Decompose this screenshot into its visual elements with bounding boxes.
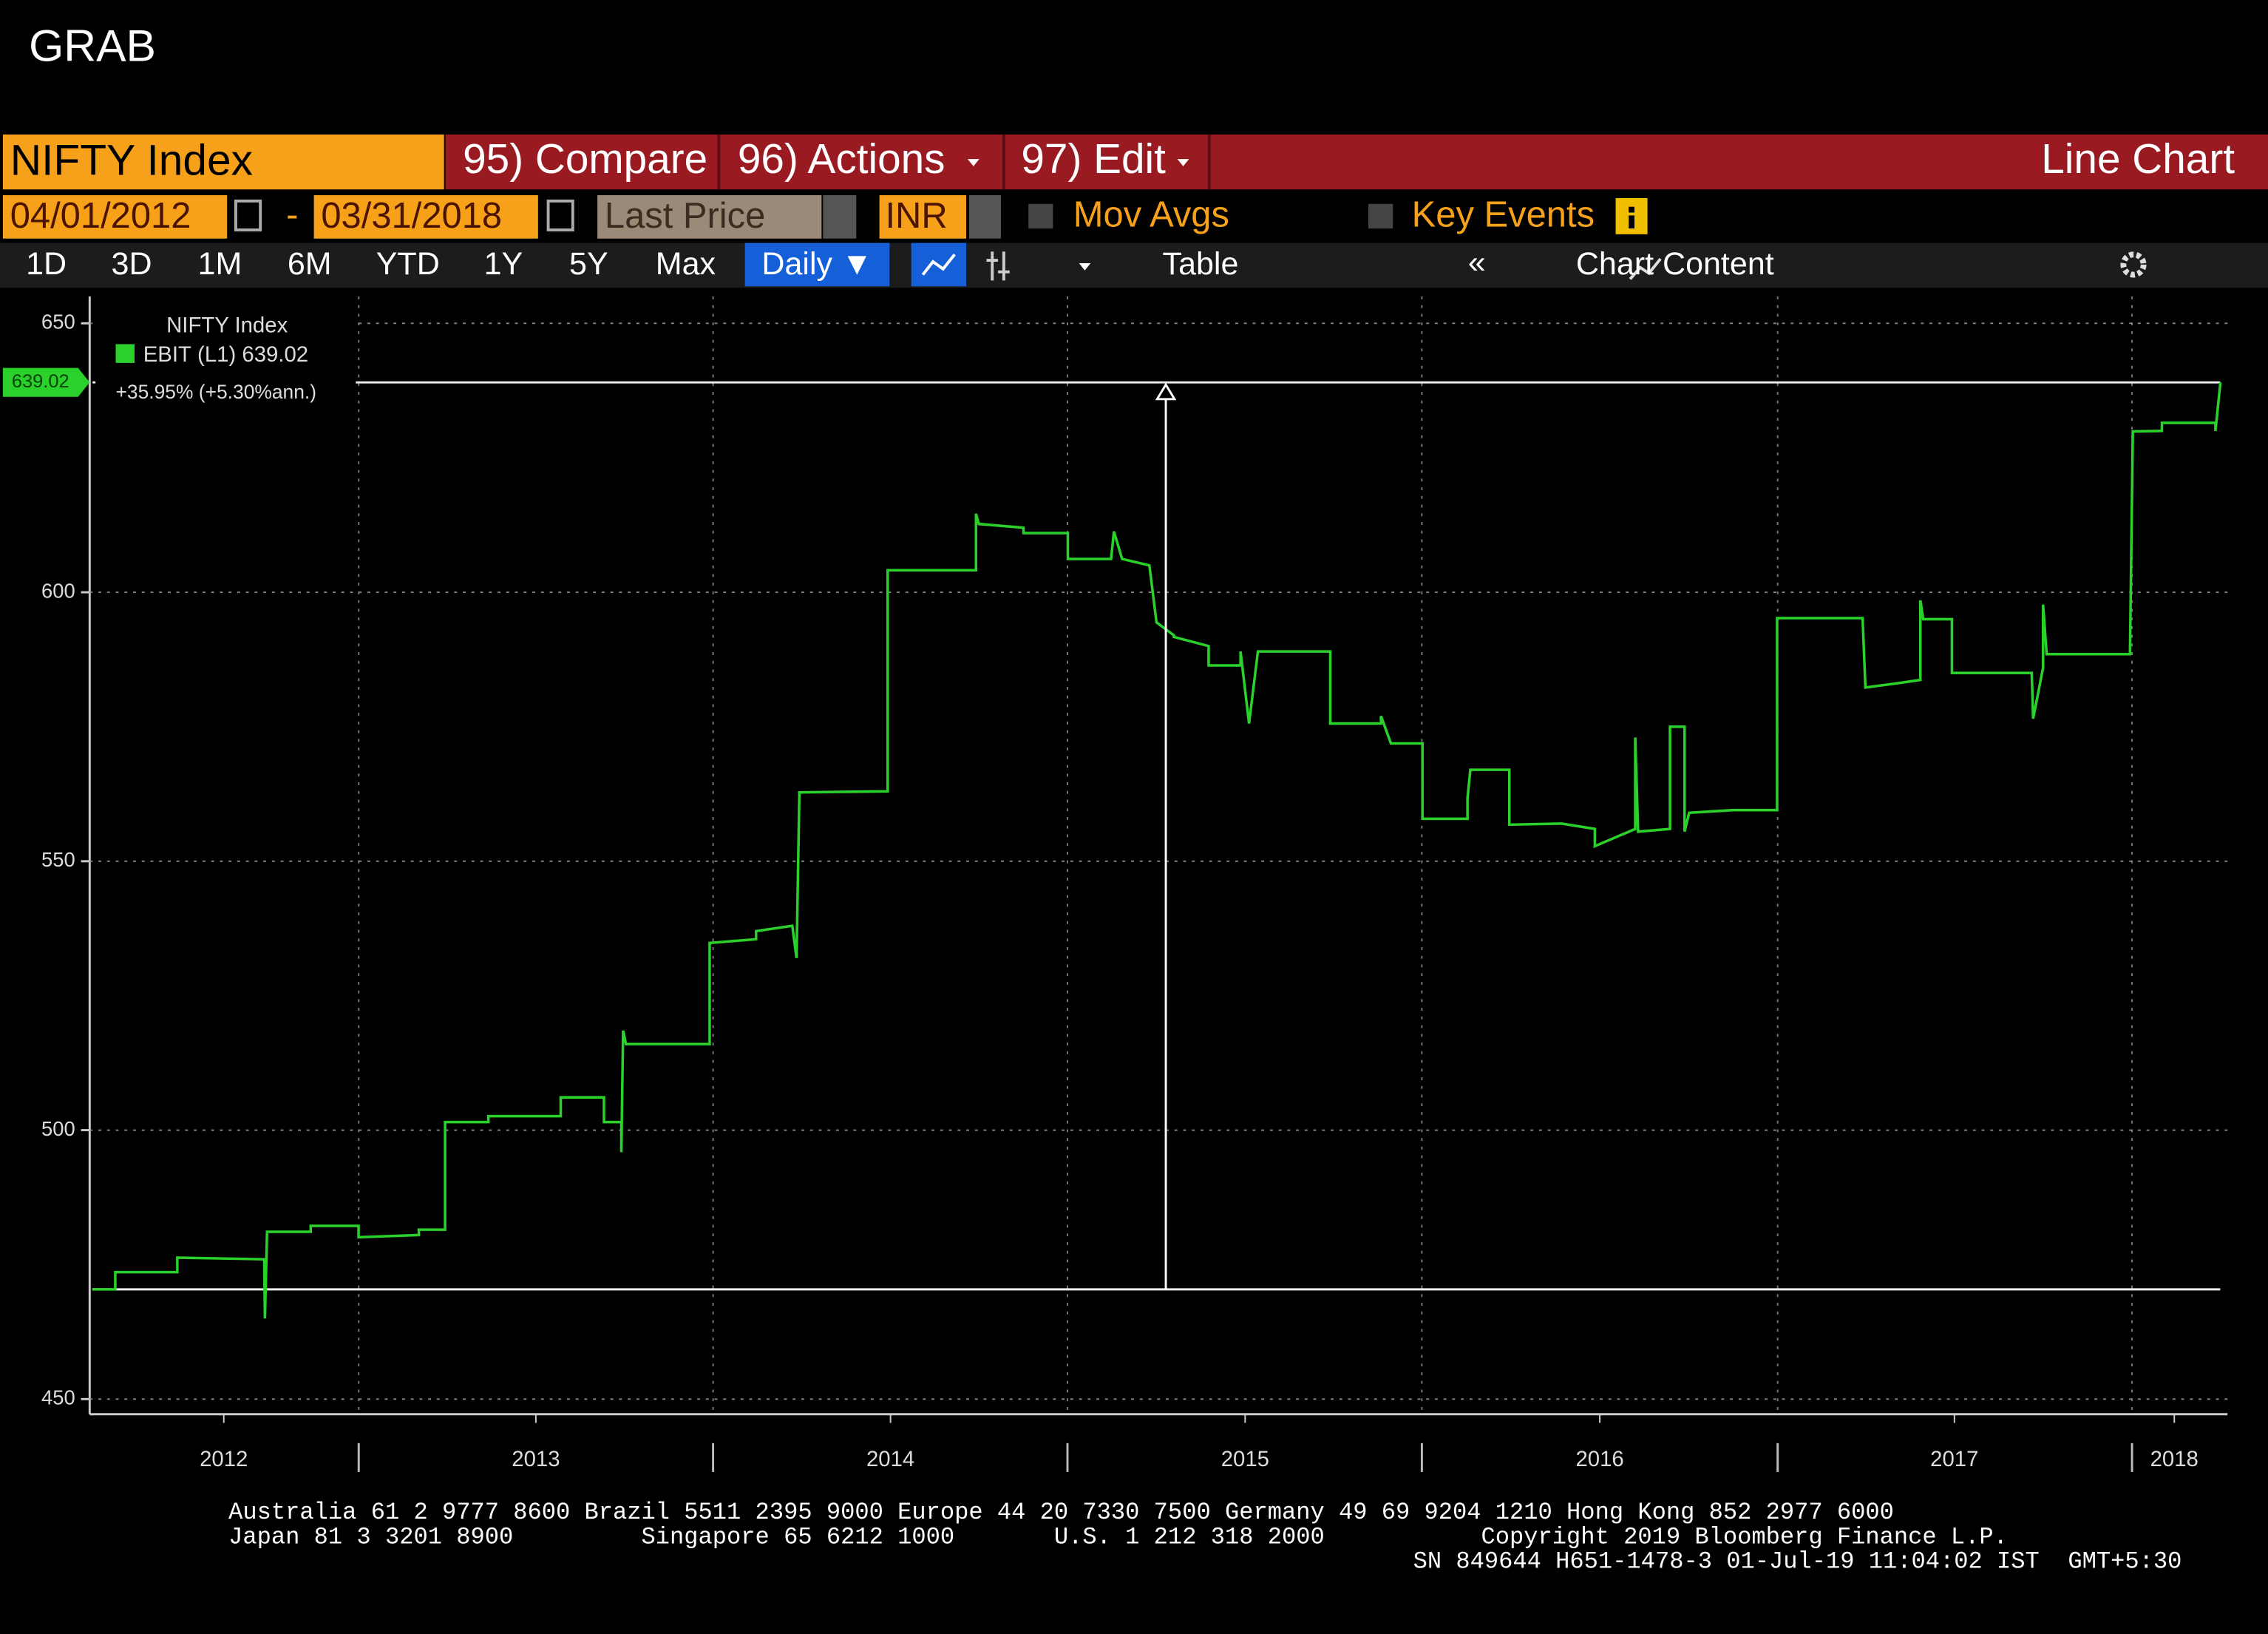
legend-box — [95, 303, 356, 411]
security-text: NIFTY Index — [10, 137, 253, 185]
series-name: EBIT — [143, 342, 191, 367]
series-last-value: 639.02 — [242, 342, 308, 367]
frequency-text: Daily ▼ — [761, 246, 872, 282]
x-tick-label: 2015 — [1221, 1447, 1269, 1471]
x-tick-label: 2017 — [1930, 1447, 1978, 1471]
actions-button[interactable]: 96) Actions — [738, 136, 945, 183]
last-value-tag-label: 639.02 — [12, 371, 69, 392]
period-button[interactable]: YTD — [376, 246, 440, 282]
cursor-marker — [1155, 382, 1177, 401]
y-tick-label: 650 — [41, 311, 75, 333]
date-separator: - — [286, 194, 298, 234]
end-date-field[interactable] — [313, 195, 538, 239]
chart-content-button[interactable]: Chart Content — [1576, 246, 1774, 282]
compare-button[interactable]: 95) Compare — [463, 136, 707, 183]
period-button[interactable]: 1D — [26, 246, 67, 282]
field-select[interactable] — [597, 195, 822, 239]
y-tick-label: 550 — [41, 848, 75, 871]
series-line — [92, 382, 2222, 1319]
change-annotation: +35.95% (+5.30%ann.) — [116, 381, 316, 403]
calendar-icon[interactable] — [234, 199, 262, 231]
start-date: 04/01/2012 — [10, 196, 191, 236]
period-buttons: 1D 3D 1M 6M YTD 1Y 5Y Max — [26, 246, 716, 282]
calendar-icon[interactable] — [546, 199, 574, 231]
footer-line: Japan 81 3 3201 8900 Singapore 65 6212 1… — [228, 1523, 2008, 1550]
last-value-tag — [2, 367, 90, 397]
x-tick-label: 2018 — [2150, 1447, 2199, 1471]
dropdown-arrow[interactable] — [1079, 262, 1091, 271]
dropdown-button[interactable] — [823, 195, 857, 239]
settings-icon[interactable] — [2120, 251, 2147, 278]
edit-button[interactable]: 97) Edit — [1021, 136, 1166, 183]
period-button[interactable]: 3D — [112, 246, 152, 282]
series-axis: (L1) — [197, 342, 236, 367]
security-field[interactable] — [2, 134, 444, 190]
table-button[interactable]: Table — [1163, 246, 1239, 282]
menu-bar — [445, 134, 2268, 190]
x-tick-label: 2012 — [200, 1447, 248, 1471]
currency-field[interactable] — [879, 195, 967, 239]
chart-content-icon — [1629, 257, 1662, 280]
legend-title: NIFTY Index — [166, 313, 288, 338]
period-button[interactable]: 5Y — [569, 246, 608, 282]
legend-entry: EBIT (L1) 639.02 — [143, 342, 308, 367]
year-separators — [357, 1443, 2133, 1472]
window-title: GRAB — [29, 21, 156, 71]
y-tick-label: 500 — [41, 1117, 75, 1140]
checkbox[interactable] — [1028, 203, 1053, 229]
bar-chart-icon[interactable] — [986, 251, 1010, 281]
checkbox[interactable] — [1368, 203, 1393, 229]
plot: 450 500 550 600 650 2012 2013 2014 2015 2016 2017 2… — [2, 311, 2228, 1471]
y-tick-label: 600 — [41, 579, 75, 602]
currency-text: INR — [885, 196, 947, 236]
info-icon-bar — [1629, 215, 1634, 229]
period-button[interactable]: Max — [656, 246, 716, 282]
icon-glyph — [921, 253, 956, 276]
frequency-select[interactable] — [744, 243, 890, 287]
key-events-label[interactable]: Key Events — [1412, 194, 1595, 234]
x-tick-label: 2013 — [512, 1447, 560, 1471]
dropdown-button[interactable] — [968, 195, 1001, 239]
start-date-field[interactable] — [2, 195, 228, 239]
period-button[interactable]: 6M — [288, 246, 332, 282]
period-button[interactable]: 1M — [198, 246, 242, 282]
period-bar — [0, 243, 2268, 288]
end-date: 03/31/2018 — [321, 196, 502, 236]
year-grid — [358, 296, 2133, 1410]
dropdown-arrow — [1177, 159, 1189, 166]
x-tick-label: 2014 — [866, 1447, 914, 1471]
legend-swatch — [115, 344, 135, 363]
dropdown-arrow — [967, 159, 979, 166]
field-text: Last Price — [605, 196, 765, 236]
footer-line: Australia 61 2 9777 8600 Brazil 5511 239… — [228, 1499, 1894, 1526]
chart-kind: Line Chart — [2041, 136, 2235, 183]
collapse-button[interactable]: « — [1468, 245, 1486, 280]
footer-line: SN 849644 H651-1478-3 01-Jul-19 11:04:02… — [1413, 1548, 2182, 1576]
info-icon-dot — [1629, 206, 1634, 213]
x-tick-label: 2016 — [1575, 1447, 1623, 1471]
y-tick-label: 450 — [41, 1386, 75, 1409]
mov-avgs-label[interactable]: Mov Avgs — [1073, 194, 1229, 234]
period-button[interactable]: 1Y — [484, 246, 523, 282]
